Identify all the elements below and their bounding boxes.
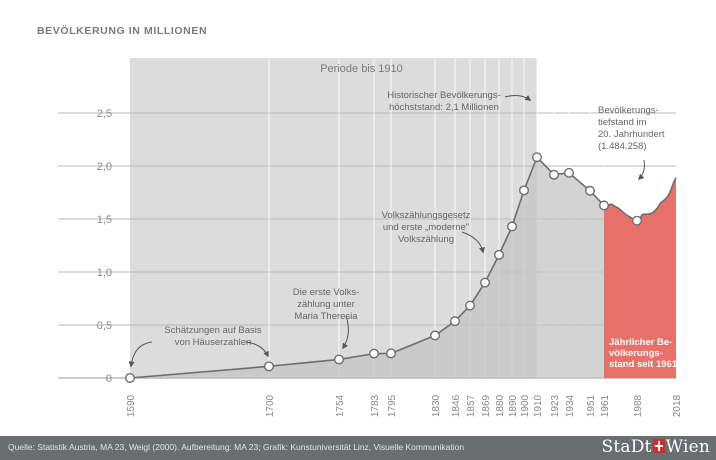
annotation-estimates-line-1: Schätzungen auf Basis	[164, 325, 261, 336]
data-point-1961	[599, 200, 610, 211]
x-tick-label-1934: 1934	[565, 394, 576, 417]
data-point-1923	[549, 169, 560, 180]
annotation-low-line-1: Bevölkerungs-	[598, 105, 659, 116]
data-point-1795	[386, 348, 397, 359]
annotation-low-line-3: 20. Jahrhundert	[598, 129, 665, 140]
x-tick-label-1951: 1951	[586, 394, 597, 417]
data-point-1869	[480, 277, 491, 288]
annotation-first-census-line-1: Die erste Volks-	[293, 287, 360, 298]
annotation-annual-line-1: Jährlicher Be-	[609, 337, 672, 348]
x-tick-label-1857: 1857	[466, 394, 477, 417]
annotation-peak: Historischer Bevölkerungs-höchststand: 2…	[387, 90, 501, 113]
data-point-1900	[519, 185, 530, 196]
period-label: Periode bis 1910	[320, 63, 403, 75]
arrow-estimates-right	[245, 341, 269, 358]
data-point-1951	[585, 185, 596, 196]
data-point-low-1988	[632, 215, 643, 226]
y-tick-label-1-5: 1,5	[97, 214, 112, 226]
x-tick-label-1795: 1795	[387, 394, 398, 417]
x-tick-label-1880: 1880	[495, 394, 506, 417]
annotation-modern-census-line-1: Volkszählungsgesetz	[382, 210, 471, 221]
source-text: Quelle: Statistik Austria, MA 23, Weigl …	[8, 442, 465, 452]
annotation-low-line-2: tiefstand im	[598, 117, 647, 128]
annotation-modern-census-line-3: Volkszählung	[398, 234, 454, 245]
annotation-modern-census: Volkszählungsgesetz und erste „moderne" Vo…	[382, 210, 471, 245]
data-point-1754	[334, 354, 345, 365]
logo-left-text: StaDt	[601, 437, 652, 457]
x-tick-label-1700: 1700	[265, 394, 276, 417]
population-chart: BEVÖLKERUNG IN MILLIONEN Periode bis 1910…	[37, 24, 683, 417]
logo-cross-icon	[652, 439, 665, 453]
annotation-peak-line-1: Historischer Bevölkerungs-	[387, 90, 501, 101]
annual-area	[604, 177, 676, 378]
x-tick-label-1910: 1910	[533, 394, 544, 417]
arrow-estimates-left	[128, 341, 153, 368]
y-tick-label-0-5: 0,5	[97, 320, 112, 332]
arrow-modern-census	[461, 231, 485, 254]
data-point-1857	[465, 300, 476, 311]
data-point-1846	[450, 316, 461, 327]
y-tick-label-0: 0	[106, 373, 112, 385]
annotation-first-census-line-2: zählung unter	[297, 299, 355, 310]
annotation-modern-census-line-2: und erste „moderne"	[383, 222, 469, 233]
x-tick-label-1869: 1869	[481, 394, 492, 417]
x-tick-label-1961: 1961	[600, 394, 611, 417]
historical-area	[130, 157, 604, 378]
x-tick-label-1988: 1988	[633, 394, 644, 417]
annotation-annual-line-2: völkerungs-	[609, 348, 663, 359]
arrow-low	[637, 159, 645, 181]
x-tick-label-1830: 1830	[431, 394, 442, 417]
x-tick-label-1890: 1890	[508, 394, 519, 417]
annotation-first-census: Die erste Volks-zählung unter Maria There…	[293, 287, 360, 322]
data-point-1910	[532, 152, 543, 163]
logo-right-text: Wien	[665, 437, 710, 457]
annotation-estimates: Schätzungen auf Basis von Häuserzahlen	[164, 325, 261, 348]
stadt-wien-logo: StaDt Wien	[602, 437, 711, 457]
x-tick-label-2018: 2018	[672, 394, 683, 417]
data-point-1700	[264, 361, 275, 372]
data-point-1783	[369, 348, 380, 359]
data-point-1880	[494, 249, 505, 260]
x-tick-label-1590: 1590	[126, 394, 137, 417]
annotation-annual: Jährlicher Be-völkerungs-stand seit 1961	[609, 337, 678, 370]
arrow-first-census	[342, 315, 349, 350]
footer-bar: Quelle: Statistik Austria, MA 23, Weigl …	[0, 436, 716, 460]
x-tick-label-1923: 1923	[550, 394, 561, 417]
annotation-peak-line-2: höchststand: 2,1 Millionen	[389, 102, 499, 113]
y-tick-label-1-0: 1,0	[97, 267, 112, 279]
y-tick-label-2-5: 2,5	[97, 108, 112, 120]
annotation-first-census-line-3: Maria Theresia	[294, 311, 358, 322]
y-tick-label-2-0: 2,0	[97, 161, 112, 173]
data-point-1934	[564, 167, 575, 178]
annotation-low-line-4: (1.484.258)	[598, 141, 647, 152]
x-tick-label-1900: 1900	[520, 394, 531, 417]
arrow-peak	[504, 94, 532, 101]
data-point-1830	[430, 330, 441, 341]
annotation-estimates-line-2: von Häuserzahlen	[175, 337, 252, 348]
x-tick-label-1783: 1783	[370, 394, 381, 417]
annotation-low: Bevölkerungs-tiefstand im 20. Jahrhundert…	[598, 105, 665, 152]
annual-line	[603, 177, 677, 222]
x-tick-label-1846: 1846	[451, 394, 462, 417]
chart-title: BEVÖLKERUNG IN MILLIONEN	[37, 24, 207, 37]
data-point-1890	[507, 221, 518, 232]
data-point-1590	[124, 373, 135, 384]
annotation-annual-line-3: stand seit 1961	[609, 359, 678, 370]
x-tick-label-1754: 1754	[335, 394, 346, 417]
